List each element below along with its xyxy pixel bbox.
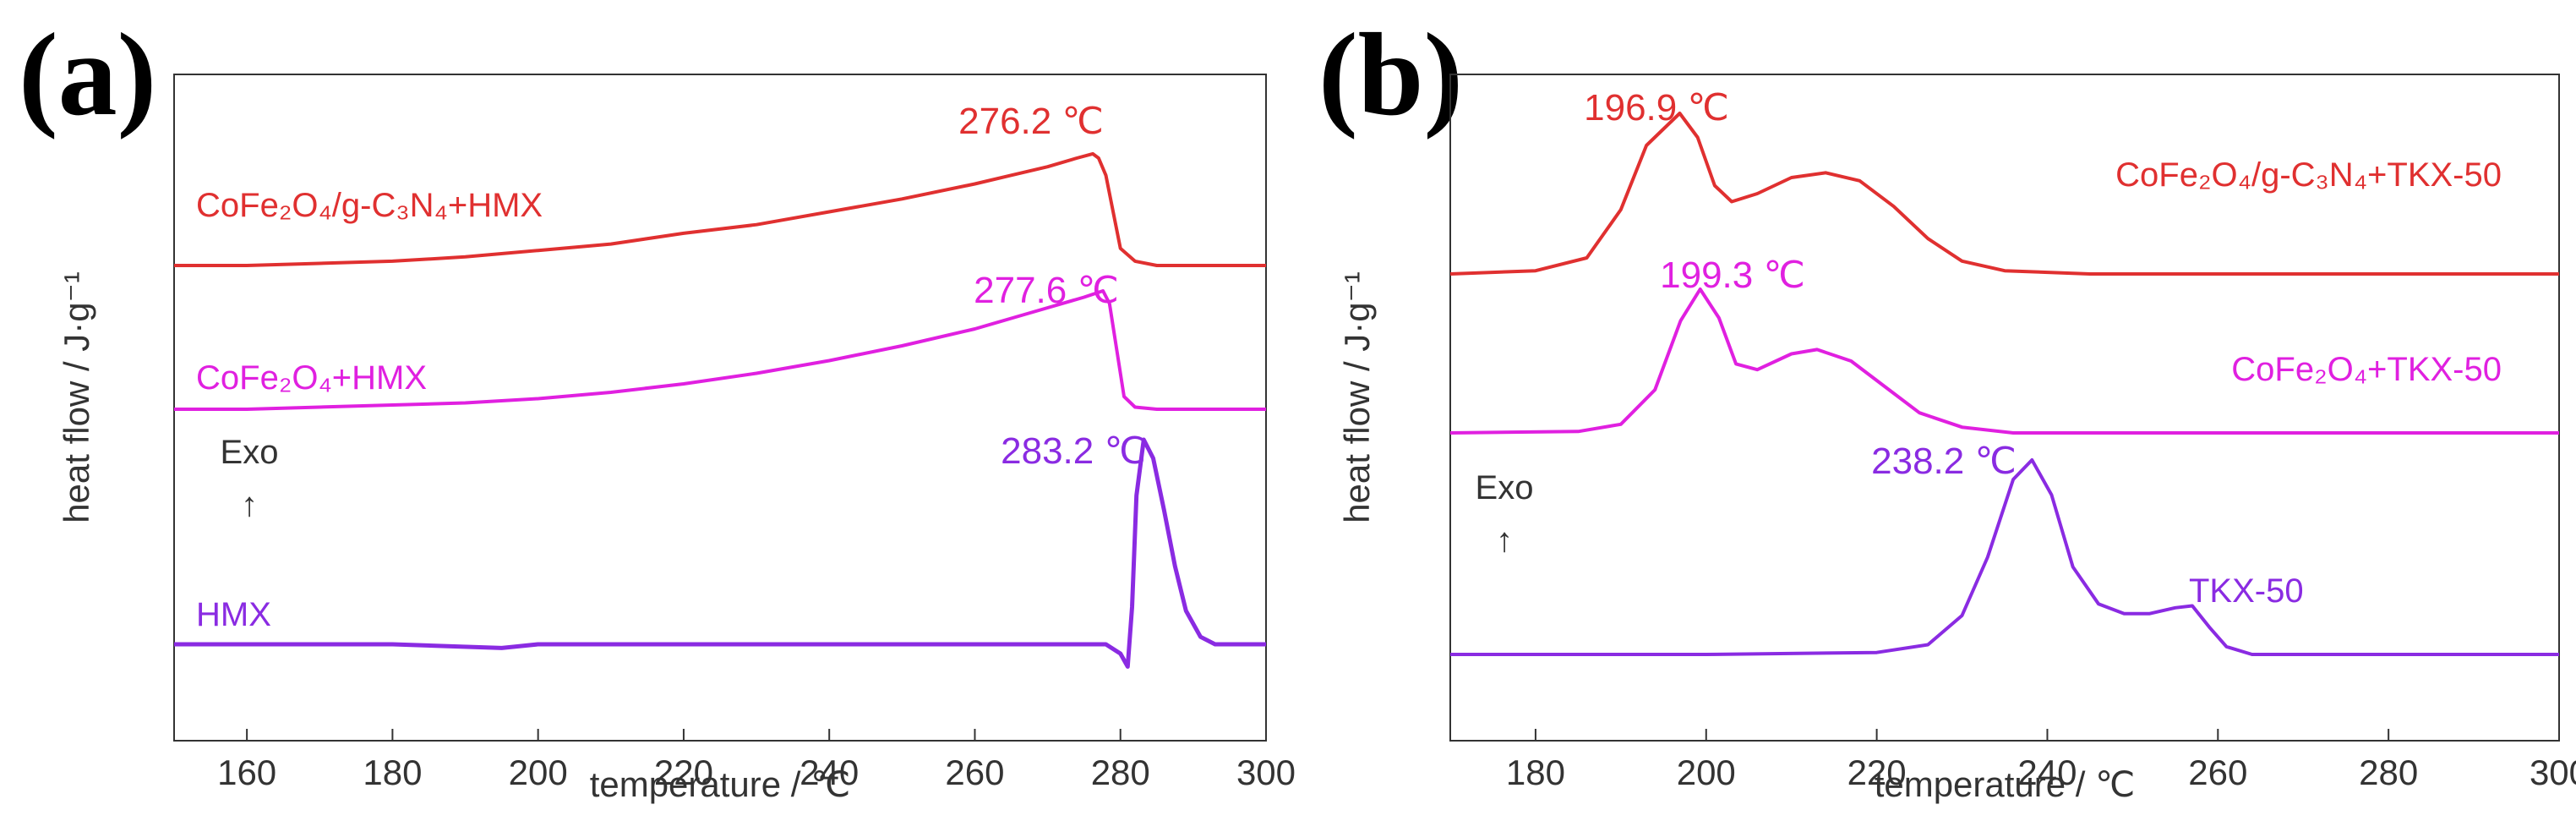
series-label-3: HMX [196, 596, 271, 633]
peak-temperature-label-3: 238.2 ℃ [1871, 441, 2017, 482]
x-tick-label: 260 [2188, 753, 2247, 792]
x-tick-label: 220 [1847, 753, 1907, 792]
panel-a-series: CoFe₂O₄/g-C₃N₄+HMX 276.2 ℃ CoFe₂O₄+HMX 277.… [174, 101, 1266, 669]
panel-b-x-ticks: 180 200 220 240 260 280 300 [1506, 729, 2576, 792]
panel-b: (b) 180 200 220 240 260 280 300 CoFe₂O₄/g-C₃N₄… [1318, 9, 2576, 804]
x-tick-label: 300 [2530, 753, 2576, 792]
x-tick-label: 300 [1236, 753, 1296, 792]
series-line-3 [174, 437, 1266, 669]
panel-a-exo-label: Exo [221, 434, 279, 471]
panel-a: (a) 160 180 200 220 240 260 280 300 CoFe₂O₄/g-C… [19, 9, 1296, 804]
x-tick-label: 280 [1091, 753, 1150, 792]
panel-a-y-axis-title: heat flow / J·g⁻¹ [57, 271, 96, 523]
panel-b-plot-frame [1449, 74, 2560, 742]
x-tick-label: 180 [1506, 753, 1565, 792]
peak-temperature-label-1: 196.9 ℃ [1584, 87, 1729, 129]
x-tick-label: 200 [1677, 753, 1736, 792]
panel-b-series: CoFe₂O₄/g-C₃N₄+TKX-50 196.9 ℃ CoFe₂O₄+TKX-… [1449, 87, 2559, 656]
x-tick-label: 200 [509, 753, 568, 792]
panel-a-x-axis-title: temperature / ℃ [590, 764, 851, 804]
series-line-1 [174, 151, 1266, 267]
series-label-1: CoFe₂O₄/g-C₃N₄+HMX [196, 187, 543, 224]
panel-b-label: (b) [1318, 9, 1463, 140]
series-label-1: CoFe₂O₄/g-C₃N₄+TKX-50 [2115, 156, 2502, 194]
series-label-2: CoFe₂O₄+HMX [196, 359, 427, 397]
panel-b-y-axis-title: heat flow / J·g⁻¹ [1337, 271, 1377, 523]
peak-temperature-label-2: 277.6 ℃ [974, 270, 1119, 311]
series-label-2: CoFe₂O₄+TKX-50 [2231, 351, 2502, 388]
panel-a-x-ticks: 160 180 200 220 240 260 280 300 [217, 729, 1296, 792]
series-line-2 [174, 289, 1266, 411]
x-tick-label: 280 [2359, 753, 2418, 792]
x-tick-label: 260 [945, 753, 1004, 792]
x-tick-label: 240 [800, 753, 859, 792]
series-line-2 [1449, 287, 2559, 435]
peak-temperature-label-2: 199.3 ℃ [1660, 255, 1805, 296]
x-tick-label: 160 [217, 753, 276, 792]
panel-a-label: (a) [19, 9, 156, 140]
panel-b-x-axis-title: temperature / ℃ [1875, 764, 2136, 804]
panel-a-exo-arrow-icon: ↑ [241, 486, 258, 523]
series-line-3 [1450, 458, 2559, 656]
series-line-1 [1449, 112, 2559, 276]
x-tick-label: 240 [2017, 753, 2077, 792]
x-tick-label: 180 [363, 753, 422, 792]
x-tick-label: 220 [654, 753, 713, 792]
panel-b-exo-label: Exo [1476, 469, 1534, 506]
series-label-3: TKX-50 [2189, 572, 2304, 610]
panel-b-exo-arrow-icon: ↑ [1496, 522, 1513, 559]
peak-temperature-label-3: 283.2 ℃ [1001, 430, 1146, 472]
peak-temperature-label-1: 276.2 ℃ [958, 101, 1104, 142]
